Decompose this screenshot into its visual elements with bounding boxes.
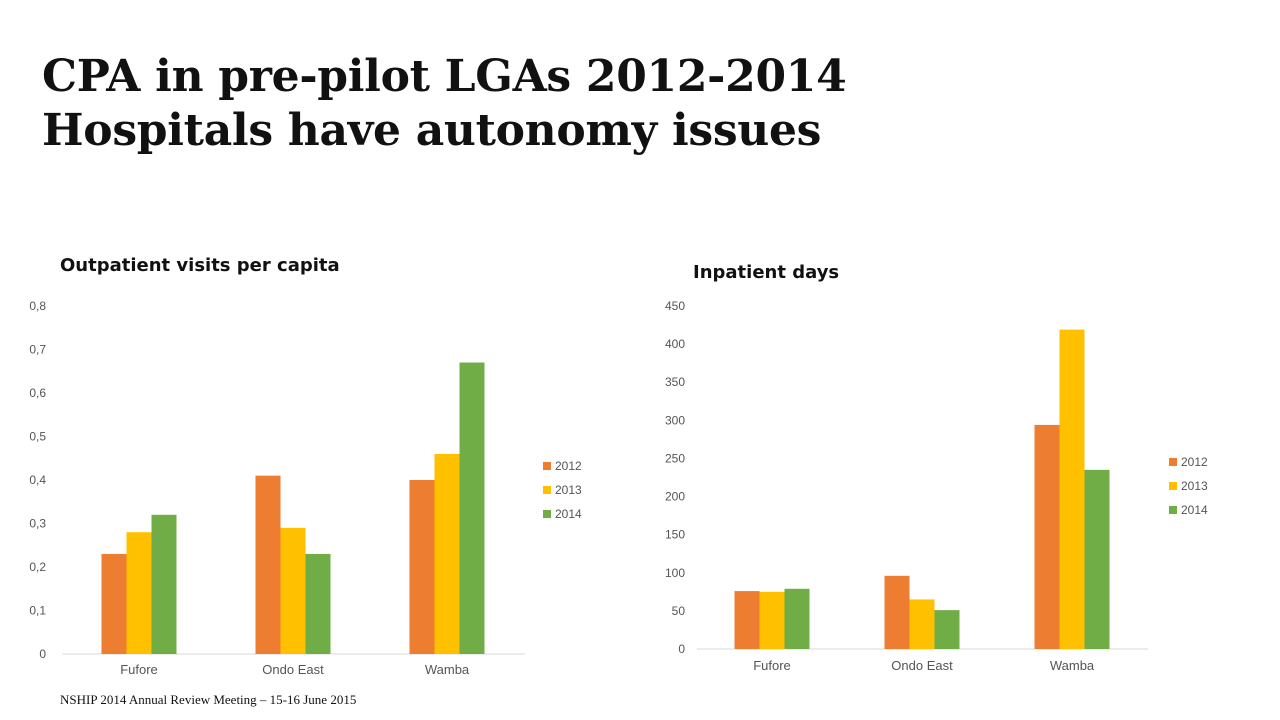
legend-label-2012: 2012 [555, 459, 582, 473]
slide-title-line-2: Hospitals have autonomy issues [42, 105, 822, 156]
slide-title-line-1: CPA in pre-pilot LGAs 2012-2014 [42, 51, 847, 102]
x-category-label: Wamba [425, 662, 470, 677]
legend-label-2014: 2014 [555, 507, 582, 521]
y-tick-label: 0,3 [29, 517, 46, 531]
y-tick-label: 0,5 [29, 430, 46, 444]
legend-label-2013: 2013 [555, 483, 582, 497]
legend-swatch-2014 [543, 510, 551, 518]
y-tick-label: 0,7 [29, 343, 46, 357]
y-tick-label: 0,2 [29, 560, 46, 574]
x-category-label: Fufore [120, 662, 158, 677]
bar-fufore-2013 [126, 532, 152, 654]
y-tick-label: 0,8 [29, 299, 46, 313]
bar-fufore-2012 [101, 553, 127, 654]
y-tick-label: 0,1 [29, 604, 46, 618]
bar-wamba-2012 [409, 480, 435, 654]
y-tick-label: 0 [39, 647, 46, 661]
bar-ondo-east-2013 [280, 527, 306, 654]
outpatient-chart-title: Outpatient visits per capita [60, 255, 340, 276]
footer-text: NSHIP 2014 Annual Review Meeting – 15-16… [60, 692, 357, 707]
legend-swatch-2013 [543, 486, 551, 494]
bar-wamba-2014 [459, 362, 485, 654]
slide-title: CPA in pre-pilot LGAs 2012-2014 Hospital… [42, 50, 847, 158]
bar-fufore-2014 [151, 514, 177, 654]
bar-wamba-2013 [434, 453, 460, 654]
y-tick-label: 0,6 [29, 386, 46, 400]
legend-swatch-2012 [543, 462, 551, 470]
y-tick-label: 0,4 [29, 473, 46, 487]
inpatient-chart-title: Inpatient days [693, 262, 840, 283]
bar-ondo-east-2012 [255, 475, 281, 654]
x-category-label: Ondo East [262, 662, 324, 677]
bar-ondo-east-2014 [305, 553, 331, 654]
